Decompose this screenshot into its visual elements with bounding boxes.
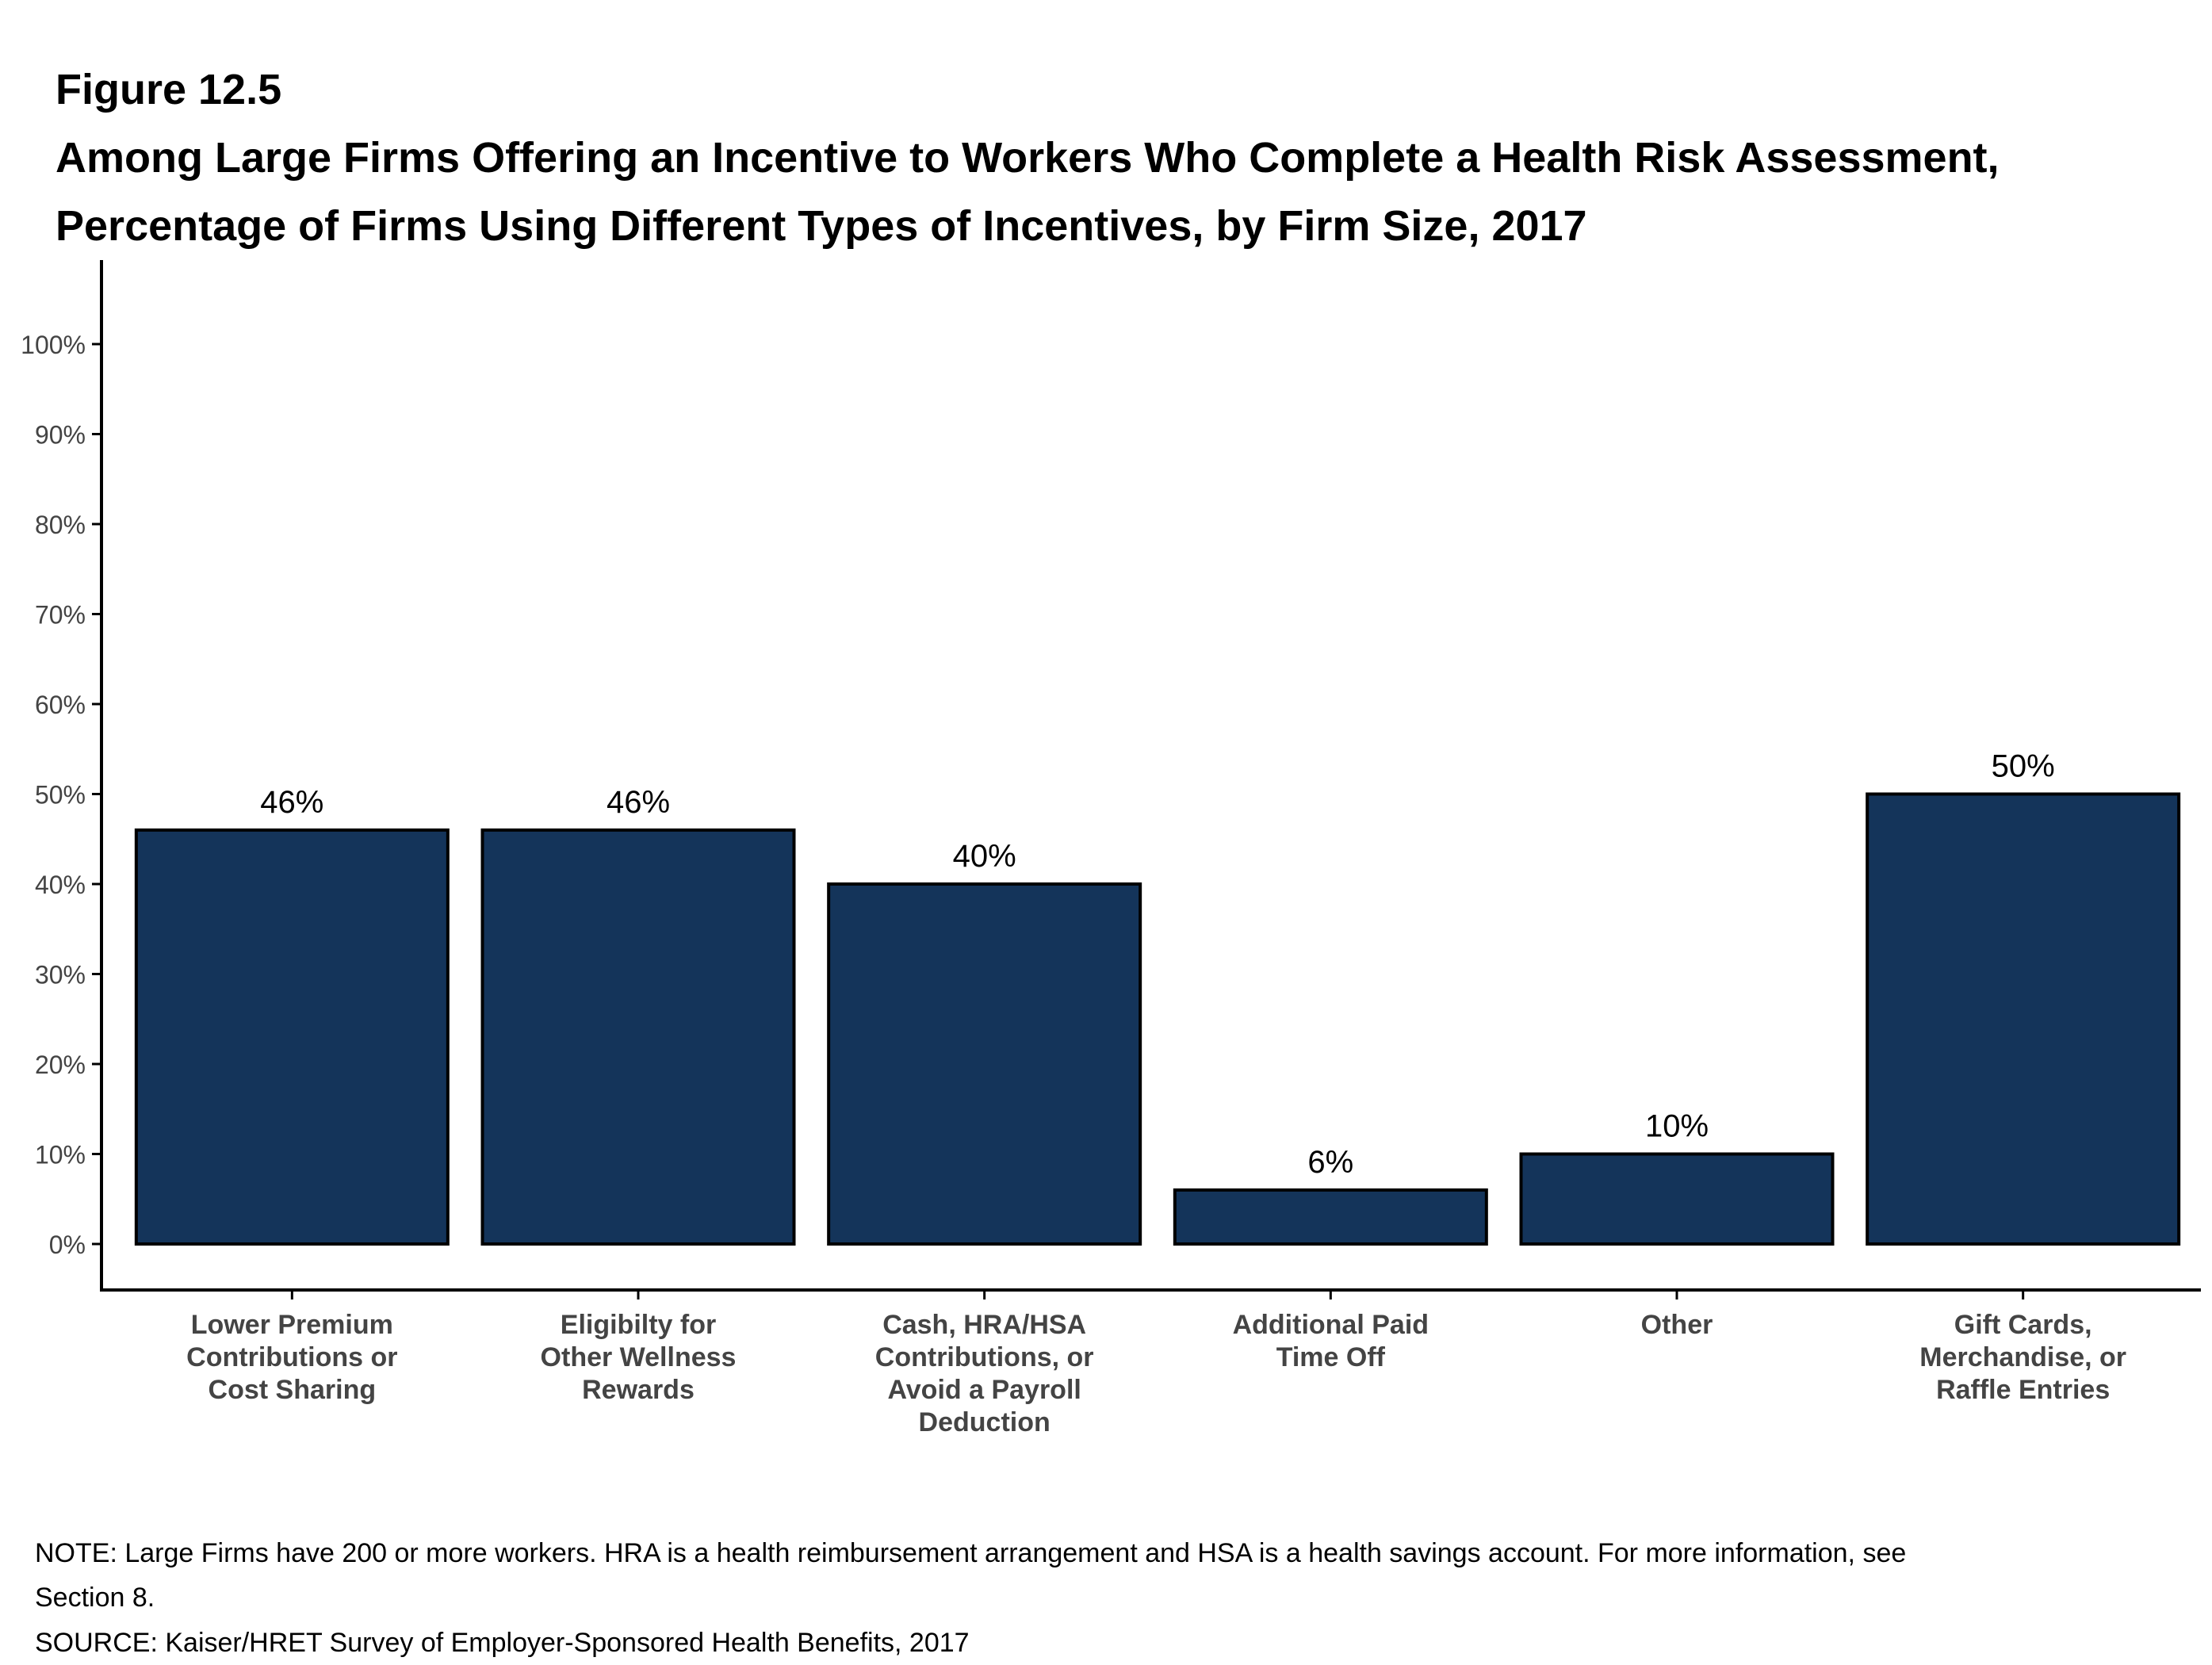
y-tick-label: 0% [49, 1231, 86, 1259]
data-label: 50% [1992, 749, 2055, 784]
bar [134, 828, 450, 1246]
data-label: 46% [607, 785, 670, 820]
data-label: 10% [1645, 1109, 1709, 1144]
data-label: 46% [260, 785, 323, 820]
figure-label: Figure 12.5 [55, 66, 282, 113]
y-tick-label: 60% [35, 691, 86, 719]
y-tick-label: 20% [35, 1051, 86, 1079]
bar [1866, 792, 2181, 1246]
chart-title-line-2: Percentage of Firms Using Different Type… [55, 202, 1587, 250]
note-line-2: Section 8. [35, 1583, 155, 1613]
x-tick-label: Cash, HRA/HSA Contributions, or Avoid a Pa… [875, 1310, 1094, 1437]
y-tick-label: 80% [35, 511, 86, 539]
x-tick-label: Gift Cards, Merchandise, or Raffle Entries [1919, 1310, 2126, 1405]
note-line-1: NOTE: Large Firms have 200 or more worke… [35, 1538, 1907, 1568]
x-tick-label-line: Rewards [582, 1375, 695, 1405]
x-tick-label-line: Additional Paid [1233, 1310, 1429, 1340]
bar [480, 828, 796, 1246]
bar [827, 882, 1142, 1246]
x-tick-label-line: Deduction [919, 1407, 1051, 1437]
y-tick-label: 30% [35, 961, 86, 989]
y-tick-label: 100% [21, 331, 86, 359]
bar [1173, 1188, 1488, 1246]
x-tick-label: Lower Premium Contributions or Cost Sharin… [186, 1310, 397, 1405]
source-note: SOURCE: Kaiser/HRET Survey of Employer-S… [35, 1628, 970, 1658]
y-tick-label: 40% [35, 871, 86, 899]
y-tick-label: 90% [35, 421, 86, 450]
y-tick-label: 50% [35, 781, 86, 810]
chart-title-line-1: Among Large Firms Offering an Incentive … [55, 134, 2000, 182]
data-label: 40% [953, 839, 1016, 874]
x-tick-label-line: Merchandise, or [1919, 1342, 2126, 1372]
x-tick-label-line: Other [1641, 1310, 1713, 1340]
x-tick-label: Other [1641, 1310, 1713, 1340]
bar-chart: 0% 10% 20% 30% 40% 50% 60% 70% 80% 90% 100% 46% Lowe… [21, 260, 2201, 1437]
data-label: 6% [1307, 1145, 1353, 1180]
x-tick-label-line: Contributions, or [875, 1342, 1094, 1372]
x-tick-label-line: Lower Premium [191, 1310, 393, 1340]
x-tick-label-line: Gift Cards, [1954, 1310, 2092, 1340]
x-tick-label-line: Avoid a Payroll [887, 1375, 1081, 1405]
x-tick-label-line: Eligibilty for [561, 1310, 716, 1340]
y-tick-label: 70% [35, 601, 86, 630]
x-tick-label: Eligibilty for Other Wellness Rewards [541, 1310, 737, 1405]
x-tick-label-line: Other Wellness [541, 1342, 737, 1372]
x-tick-label-line: Raffle Entries [1936, 1375, 2110, 1405]
bar [1519, 1152, 1835, 1246]
y-tick-label: 10% [35, 1141, 86, 1169]
x-tick-label-line: Cash, HRA/HSA [882, 1310, 1086, 1340]
x-tick-label-line: Time Off [1276, 1342, 1386, 1372]
x-tick-label-line: Cost Sharing [209, 1375, 377, 1405]
x-tick-label: Additional Paid Time Off [1233, 1310, 1429, 1372]
x-tick-label-line: Contributions or [186, 1342, 397, 1372]
